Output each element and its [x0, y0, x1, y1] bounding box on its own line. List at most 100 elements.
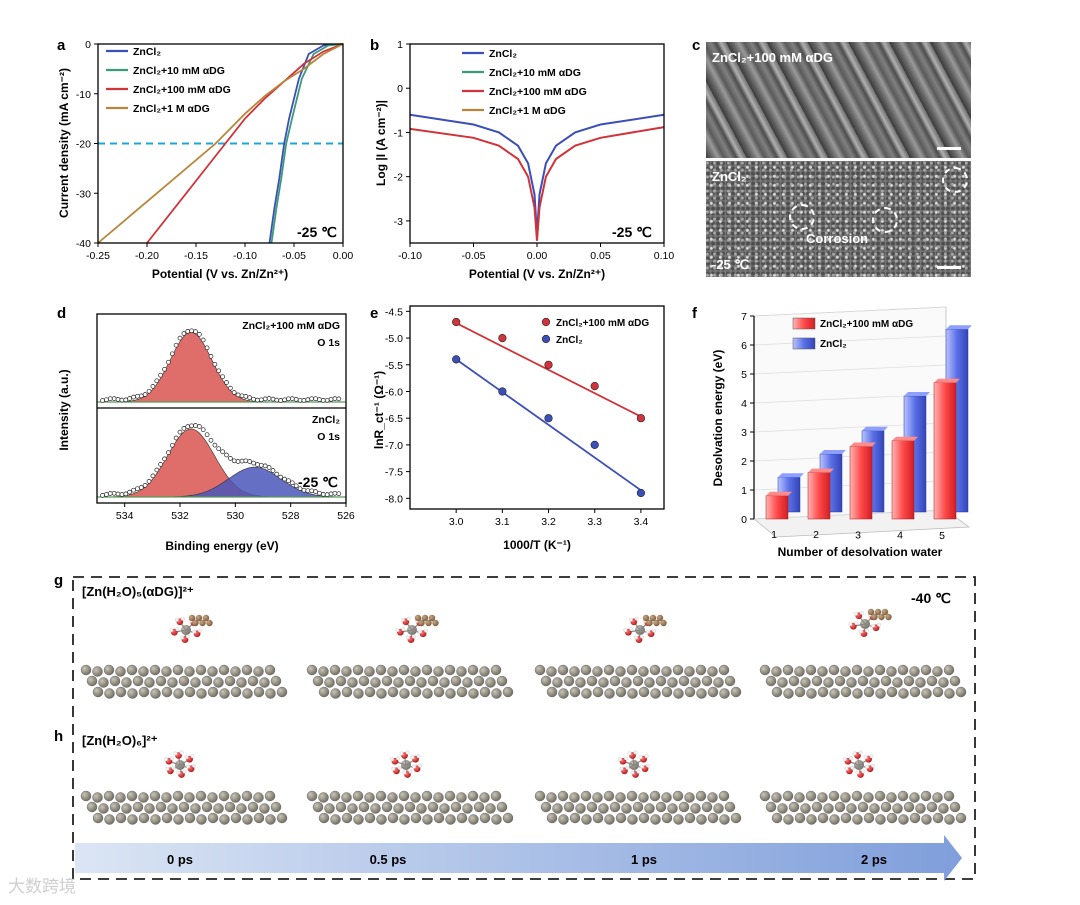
hydrogen-atom	[640, 634, 644, 639]
bar-adg	[765, 495, 789, 520]
zn-atom	[655, 801, 667, 813]
carbon-atom	[885, 613, 892, 621]
zn-atom	[236, 803, 247, 814]
zn-atom	[241, 790, 253, 802]
zn-atom	[724, 675, 736, 687]
data-point	[169, 351, 175, 357]
zn-atom	[759, 790, 771, 802]
hydrogen-atom	[859, 610, 864, 615]
zn-atom	[546, 666, 557, 677]
zn-atom	[364, 666, 375, 677]
y-tick-label: -4.5	[385, 306, 403, 318]
subpanel-label: O 1s	[317, 337, 340, 349]
zn-atom	[375, 790, 387, 802]
zn-atom	[167, 803, 178, 814]
panel-g-title: [Zn(H₂O)₅(αDG)]²⁺	[82, 584, 194, 599]
zn-atom	[592, 666, 603, 677]
zn-atom	[121, 677, 132, 688]
data-point	[154, 467, 160, 473]
data-point	[135, 393, 140, 399]
zn-atom	[318, 792, 329, 803]
zn-atom	[892, 803, 903, 814]
hydrogen-atom	[406, 616, 411, 621]
watermark: 大数跨境	[8, 877, 76, 897]
data-point	[452, 317, 461, 327]
zn-atom	[638, 812, 650, 824]
x-tick-label: 530	[227, 510, 245, 522]
data-point	[258, 397, 264, 403]
zn-atom	[765, 675, 777, 687]
zn-atom	[777, 803, 788, 814]
y-axis-label: Desolvation energy (eV)	[711, 350, 725, 487]
hydrogen-atom	[842, 757, 847, 762]
zn-atom	[540, 675, 552, 687]
hydrogen-atom	[176, 770, 181, 775]
data-point	[266, 465, 272, 470]
legend-label: ZnCl₂+10 mM αDG	[133, 65, 225, 77]
data-point	[104, 397, 109, 403]
data-point	[135, 486, 140, 492]
hydrogen-atom	[171, 765, 176, 770]
zn-atom	[615, 666, 626, 677]
plot-frame	[409, 305, 665, 510]
zn-atom	[800, 677, 811, 688]
data-point	[173, 435, 179, 441]
zn-atom	[695, 664, 707, 676]
data-point	[324, 492, 330, 497]
data-point	[169, 442, 175, 448]
zn-atom	[138, 812, 150, 824]
zn-atom	[381, 801, 393, 813]
zn-atom	[201, 801, 213, 813]
zn-atom	[897, 790, 909, 802]
zn-atom	[563, 801, 575, 813]
zn-atom	[540, 801, 552, 813]
zn-atom	[886, 666, 897, 677]
zn-atom	[103, 790, 115, 802]
zn-atom	[479, 812, 491, 824]
grid-line	[753, 335, 947, 346]
zn-atom	[433, 686, 445, 698]
zn-atom	[575, 803, 586, 814]
zn-atom	[932, 686, 944, 698]
carbon-atom	[881, 608, 889, 616]
zn-atom	[318, 666, 329, 677]
x-axis-label: Binding energy (eV)	[165, 539, 278, 553]
zn-atom	[270, 801, 282, 813]
x-tick-label: 0.00	[527, 250, 548, 262]
zn-atom	[580, 664, 592, 676]
data-point	[452, 355, 461, 364]
data-point	[228, 456, 233, 461]
hydrogen-atom	[179, 750, 184, 755]
data-point	[251, 460, 256, 466]
hydrogen-atom	[412, 634, 416, 639]
zn-atom	[201, 675, 213, 687]
zn-atom	[684, 792, 695, 803]
hydrogen-atom	[865, 628, 869, 633]
x-tick-label: 3.2	[541, 516, 556, 528]
zn-atom	[580, 790, 592, 802]
zn-atom	[730, 812, 742, 824]
carbon-atom	[646, 619, 653, 627]
temperature-annotation: -25 ℃	[612, 224, 652, 240]
hydrogen-atom	[173, 751, 178, 756]
hydrogen-atom	[634, 616, 639, 621]
data-point	[146, 479, 152, 484]
hydrogen-atom	[410, 755, 415, 760]
x-tick-label: 5	[939, 530, 945, 542]
timeline-label: 2 ps	[861, 852, 887, 867]
zn-atom	[598, 803, 609, 814]
panel-letter: e	[370, 305, 378, 322]
data-point	[228, 385, 233, 391]
zn-atom	[592, 792, 603, 803]
plot-frame	[96, 313, 347, 504]
zn-atom	[109, 675, 121, 687]
data-point	[104, 492, 109, 497]
hydrogen-atom	[644, 754, 649, 759]
zn-atom	[421, 664, 433, 676]
data-point	[212, 442, 218, 448]
data-point	[193, 329, 198, 334]
zn-atom	[874, 664, 886, 676]
hydrogen-atom	[395, 756, 400, 761]
series-line	[409, 126, 665, 241]
zn-atom	[352, 790, 364, 802]
